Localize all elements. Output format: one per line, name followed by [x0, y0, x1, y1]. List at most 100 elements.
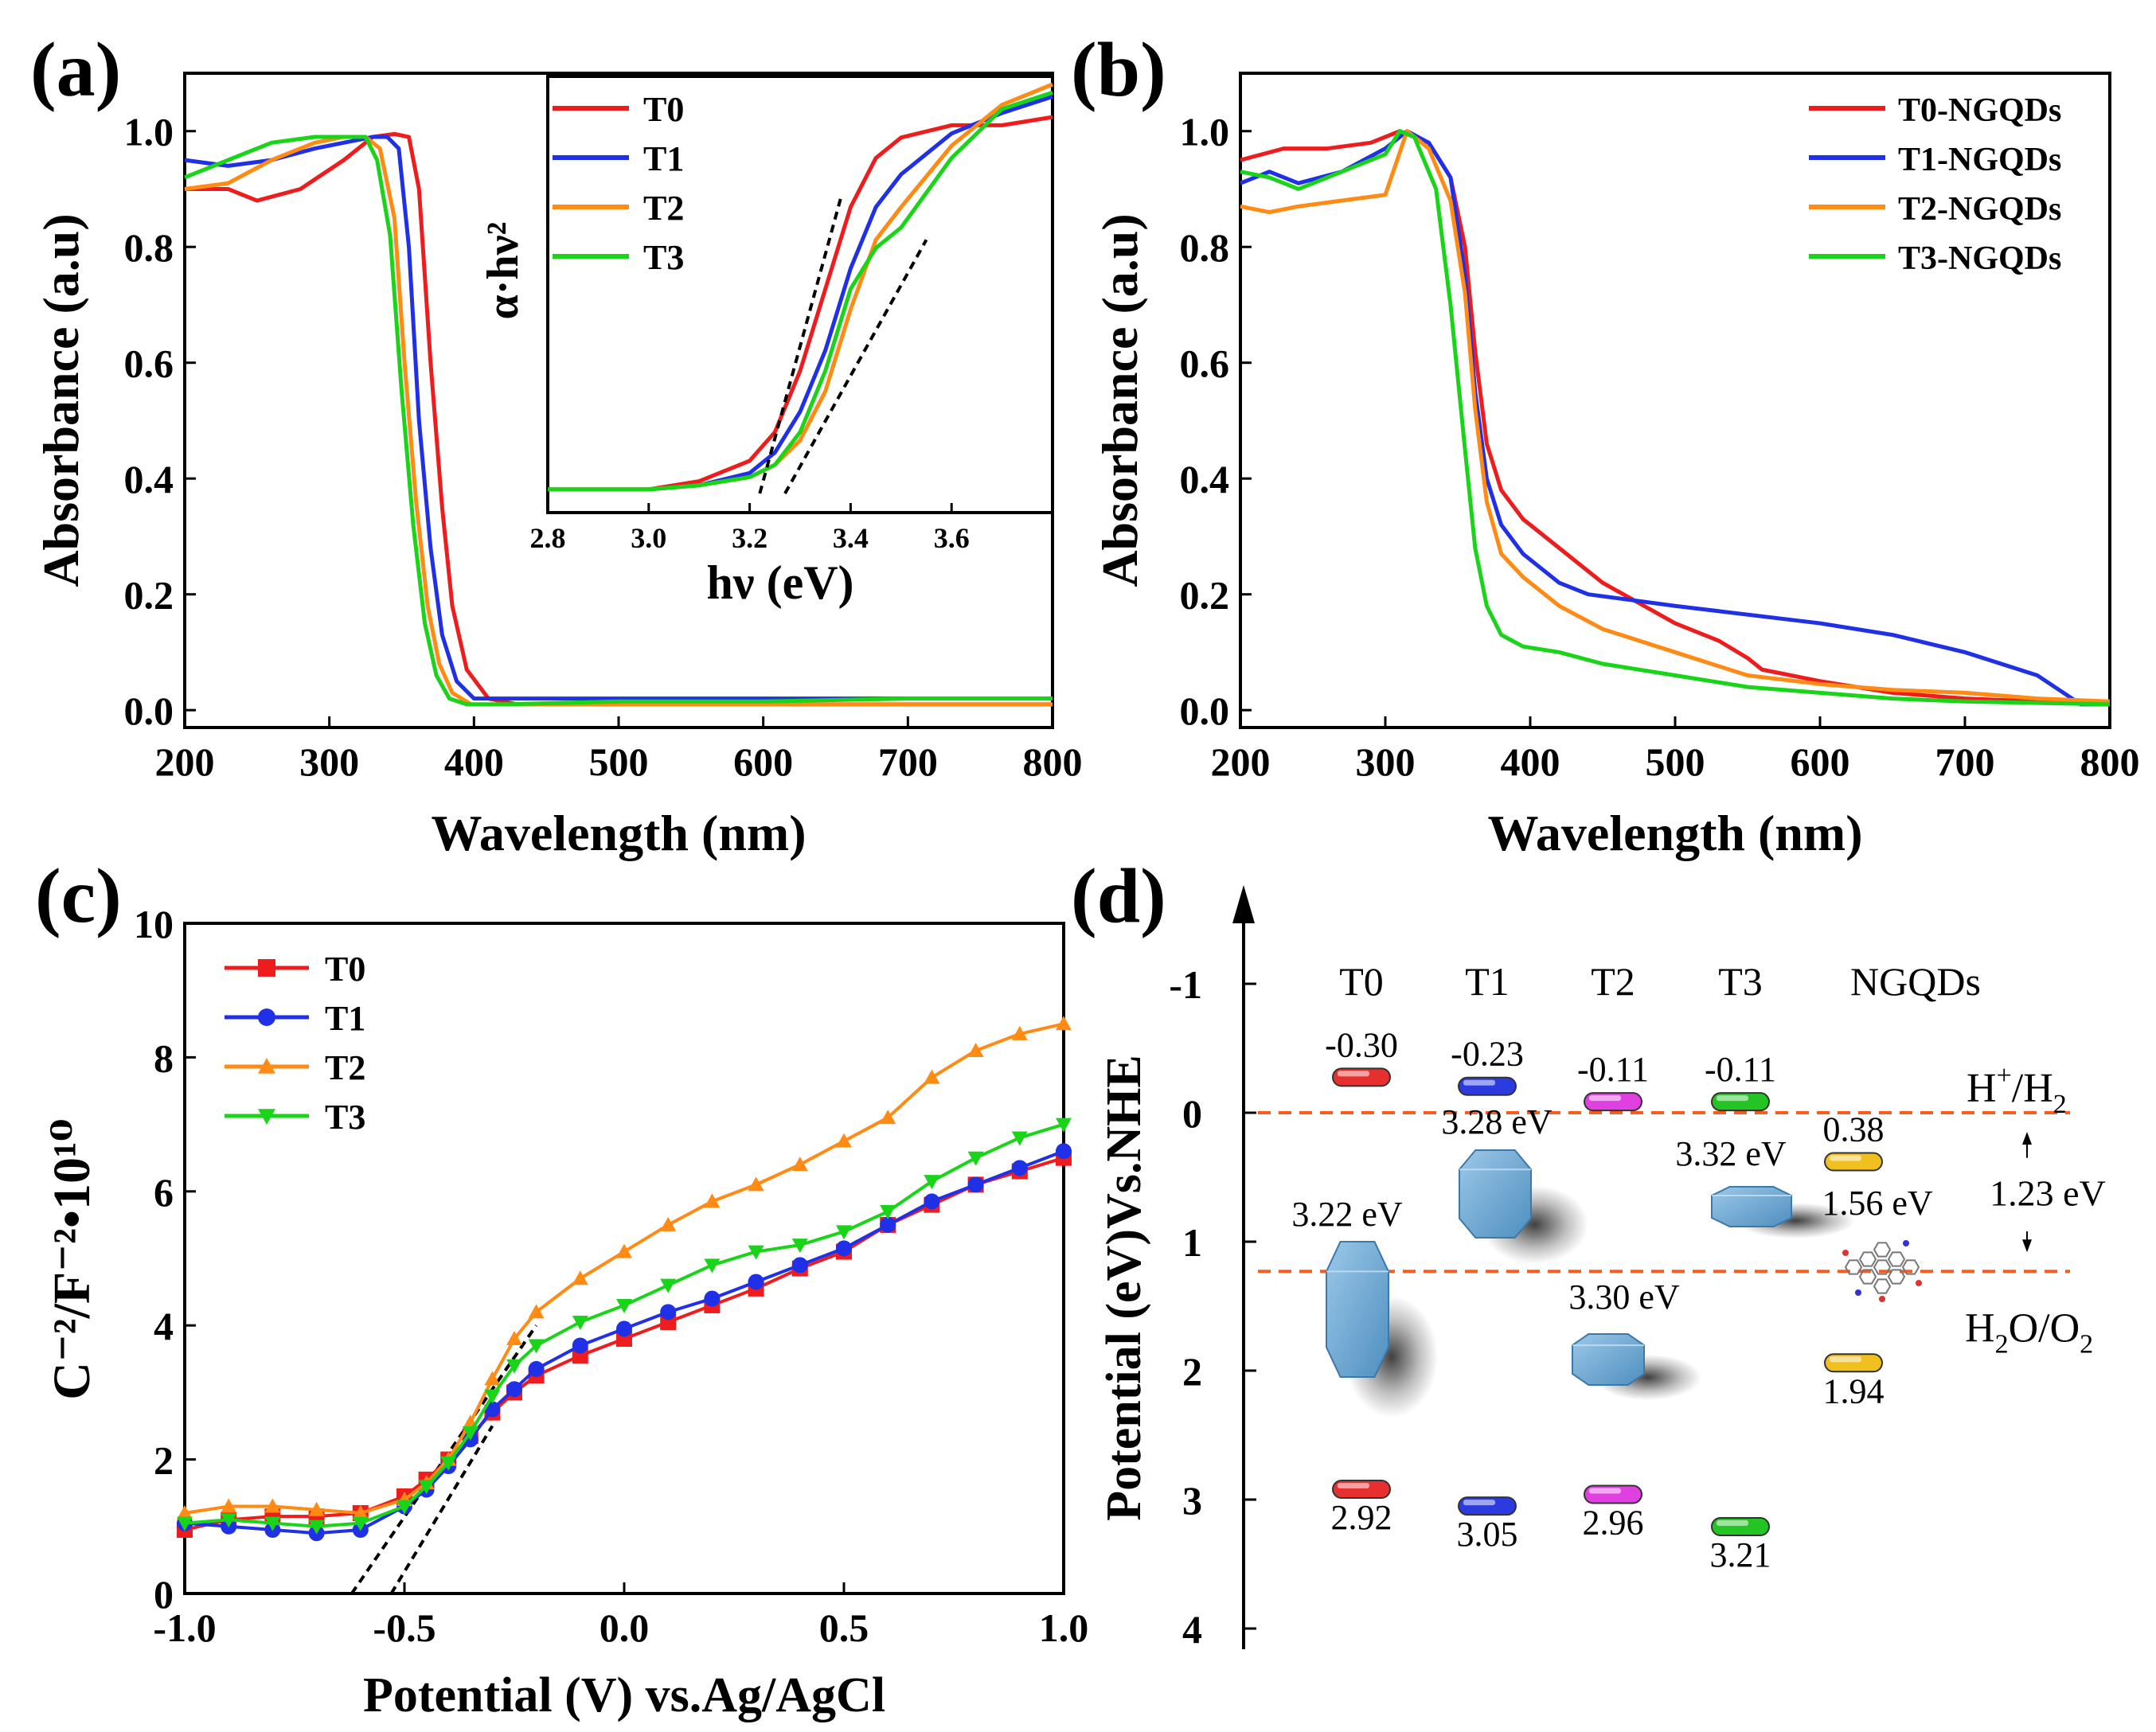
inset-fit-line: [758, 198, 842, 494]
legend-marker-T0: [258, 959, 275, 977]
column-header-T1: T1: [1465, 959, 1510, 1004]
cb-label-T2: -0.11: [1577, 1050, 1649, 1089]
inset-x-tick-label: 3.0: [631, 522, 666, 554]
y-tick-label: 0.2: [124, 573, 174, 618]
vb-label-T3: 3.21: [1710, 1535, 1771, 1574]
series-line-T2: [184, 135, 1053, 707]
series-line-T3-NGQDs: [1240, 129, 2111, 707]
molecule-ring: [1858, 1269, 1877, 1285]
series-point-T3: [177, 1516, 193, 1531]
y-tick-label: 2: [1182, 1349, 1202, 1394]
x-tick-label: -0.5: [373, 1605, 435, 1650]
cb-level-NGQDs: [1824, 1152, 1883, 1172]
series-point-T3: [1056, 1118, 1072, 1133]
inset-x-tick-label: 3.6: [934, 522, 970, 554]
series-point-T3: [221, 1513, 237, 1528]
series-point-T3: [924, 1175, 940, 1190]
gap-label-T2: 3.30 eV: [1568, 1278, 1680, 1317]
series-point-T1: [967, 1176, 984, 1193]
redox-label-h-plus-h2: H+/H2: [1967, 1061, 2067, 1119]
series-point-T2: [748, 1176, 764, 1192]
panel-a-ylabel: Absorbance (a.u): [33, 213, 89, 587]
cb-level-T3: [1711, 1092, 1770, 1112]
crystal-body: [1326, 1241, 1389, 1378]
panel-a: (a) 0.0 0.2 0.4 0.6 0.8 1.0 200 300 400 500 600 70…: [30, 27, 1083, 861]
series-point-T2: [1056, 1016, 1072, 1031]
series-point-T3: [418, 1480, 435, 1495]
band-pill-shine: [1338, 1071, 1369, 1077]
series-point-T1: [924, 1193, 940, 1210]
column-header-T3: T3: [1718, 959, 1763, 1004]
y-tick-label: 2: [154, 1438, 174, 1483]
vb-label-NGQDs: 1.94: [1823, 1371, 1885, 1410]
series-point-T2: [836, 1133, 852, 1148]
y-tick-label: 0.0: [1180, 689, 1230, 733]
x-tick-label: 200: [1211, 739, 1271, 784]
vb-label-T1: 3.05: [1457, 1515, 1518, 1554]
panel-c-xlabel: Potential (V) vs.Ag/AgCl: [363, 1668, 885, 1722]
panel-a-xlabel: Wavelength (nm): [431, 805, 806, 861]
legend-label-T3-NGQDs: T3-NGQDs: [1898, 240, 2061, 277]
legend-label-T0-NGQDs: T0-NGQDs: [1898, 92, 2061, 129]
y-tick-label: 0.8: [1180, 225, 1230, 270]
series-point-T1: [506, 1381, 522, 1398]
series-point-T3: [528, 1339, 545, 1354]
inset-x-tick-label: 3.2: [732, 522, 767, 554]
legend-label-T1-NGQDs: T1-NGQDs: [1898, 142, 2061, 178]
gap-label-T3: 3.32 eV: [1675, 1134, 1787, 1173]
series-point-T2: [660, 1216, 677, 1231]
molecule-atom: [1903, 1240, 1909, 1246]
series-point-T3: [308, 1519, 325, 1535]
y-tick-label: 4: [1182, 1607, 1202, 1652]
redox-label-part: O/O: [2009, 1305, 2080, 1351]
series-point-T3: [396, 1500, 412, 1515]
series-point-T1: [1011, 1160, 1028, 1176]
cb-level-T1: [1458, 1076, 1517, 1096]
panel-a-inset: 2.8 3.0 3.2 3.4 3.6 T0 T1 T2 T3 hν (eV) α·hν²: [478, 75, 1054, 609]
panel-b-xlabel: Wavelength (nm): [1487, 805, 1862, 861]
series-point-T2: [572, 1270, 588, 1285]
column-header-T2: T2: [1591, 959, 1635, 1004]
series-point-T3: [506, 1359, 522, 1374]
crystal-body: [1572, 1333, 1645, 1386]
redox-label-part: 2: [2080, 1329, 2093, 1359]
legend-label-T2: T2: [643, 189, 684, 228]
cb-label-T1: -0.23: [1451, 1035, 1524, 1074]
band-pill-shine: [1463, 1500, 1495, 1506]
series-point-T1: [528, 1360, 545, 1377]
crystal-T0: [1326, 1241, 1439, 1418]
series-point-T2: [791, 1157, 808, 1172]
crystal-body: [1711, 1186, 1792, 1227]
vb-level-T0: [1332, 1480, 1391, 1500]
cb-level-T0: [1332, 1067, 1391, 1087]
inset-fit-line: [783, 239, 928, 494]
molecule-ring: [1887, 1251, 1906, 1267]
x-tick-label: 300: [1356, 739, 1416, 784]
y-tick-label: 0.6: [1180, 341, 1230, 386]
gap-label-T0: 3.22 eV: [1291, 1195, 1403, 1234]
y-tick-label: 8: [154, 1036, 174, 1080]
x-tick-label: 0.5: [819, 1605, 869, 1650]
series-point-T3: [440, 1456, 457, 1471]
series-point-T1: [572, 1337, 588, 1354]
panel-d-letter: (d): [1071, 853, 1166, 939]
series-line-T3: [184, 1122, 1064, 1528]
x-tick-label: 500: [1646, 739, 1705, 784]
series-point-T3: [791, 1239, 808, 1254]
x-tick-label: -1.0: [153, 1605, 216, 1650]
legend-label-T0: T0: [643, 90, 684, 129]
band-pill-shine: [1830, 1356, 1861, 1363]
y-tick-label: 0: [1182, 1091, 1202, 1136]
water-window-label: 1.23 eV: [1990, 1172, 2106, 1213]
x-tick-label: 500: [589, 739, 649, 784]
cb-label-T0: -0.30: [1325, 1025, 1398, 1064]
molecule-atom: [1855, 1289, 1861, 1296]
molecule-ring: [1887, 1269, 1906, 1285]
series-point-T1: [704, 1290, 721, 1307]
y-tick-label: 1.0: [1180, 110, 1230, 154]
legend-marker-T3: [258, 1109, 275, 1125]
window-arrow-head: [2022, 1239, 2032, 1253]
crystal-T1: [1459, 1149, 1588, 1264]
series-line-T2: [184, 1022, 1064, 1515]
x-tick-label: 0.0: [600, 1605, 650, 1650]
